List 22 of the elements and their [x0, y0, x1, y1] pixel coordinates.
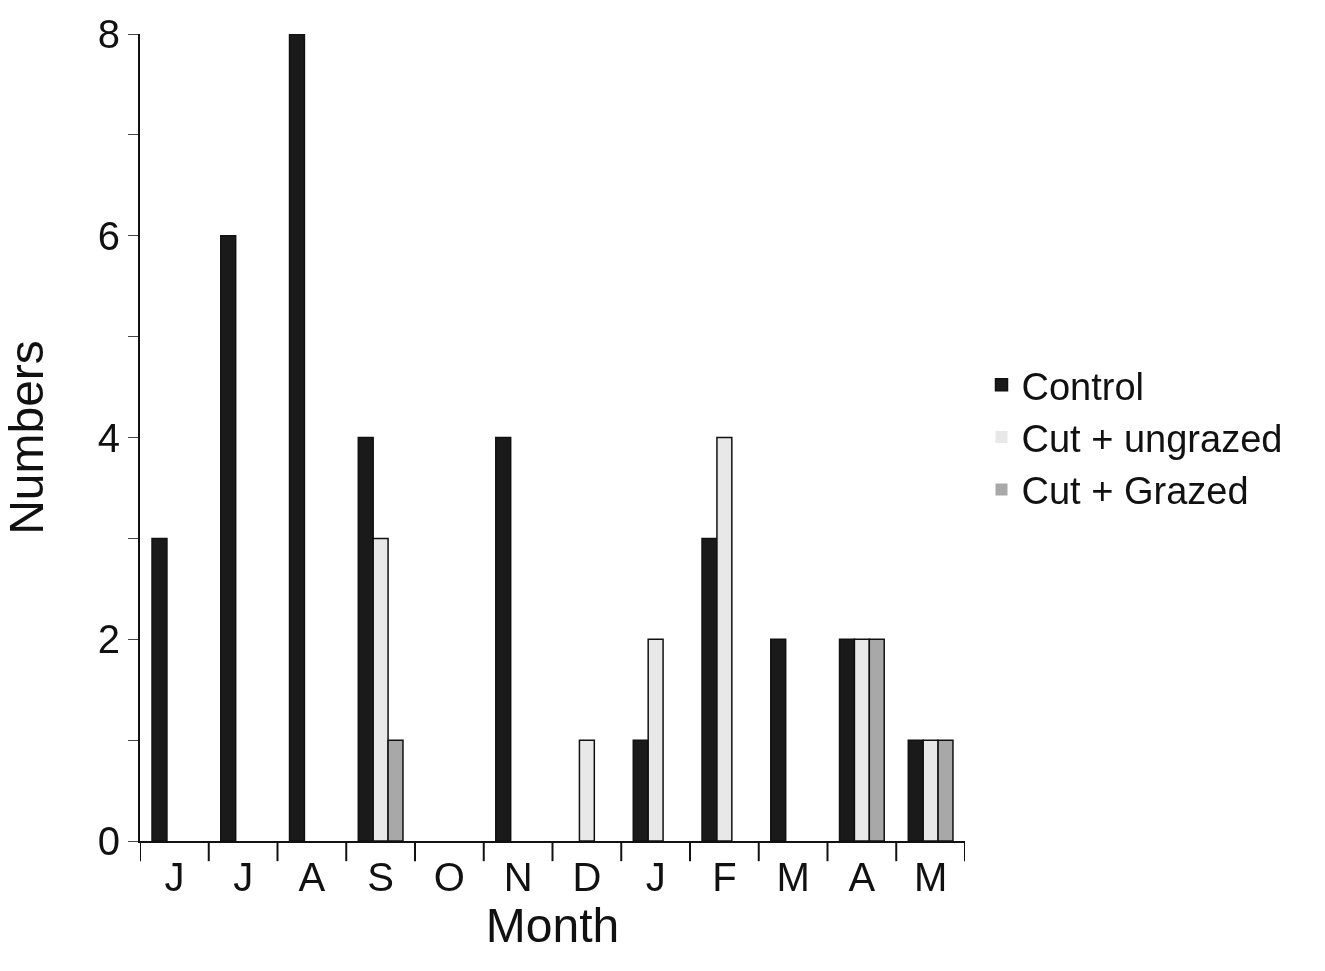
y-tick-label: 4	[97, 415, 120, 460]
x-tick-label: A	[848, 855, 876, 899]
x-tick-label: M	[913, 855, 948, 899]
y-axis-title: Numbers	[0, 340, 53, 535]
legend-label: Control	[1021, 365, 1144, 408]
y-tick-label: 8	[97, 12, 120, 56]
x-tick-label: N	[503, 855, 533, 899]
legend-label: Cut + ungrazed	[1021, 417, 1283, 460]
y-tick-label: 2	[97, 617, 120, 662]
x-tick-label: J	[645, 855, 666, 899]
x-tick-label: M	[776, 855, 810, 899]
x-tick-label: D	[572, 855, 602, 899]
x-axis-title: Month	[485, 899, 620, 952]
y-tick-label: 6	[97, 213, 120, 258]
x-tick-label: S	[367, 855, 394, 899]
x-tick-label: O	[433, 855, 465, 899]
y-tick-label: 0	[97, 819, 120, 863]
x-tick-label: J	[164, 855, 185, 899]
x-tick-label: J	[233, 855, 254, 899]
legend-label: Cut + Grazed	[1021, 470, 1249, 513]
x-tick-label: F	[712, 855, 737, 899]
x-tick-label: A	[298, 855, 326, 899]
